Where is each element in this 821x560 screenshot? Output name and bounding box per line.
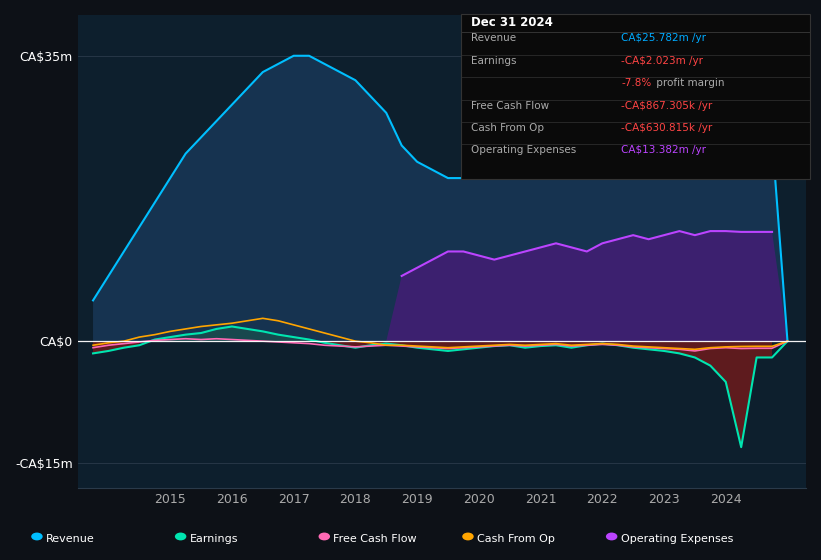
Text: Earnings: Earnings [471,56,516,66]
Text: Earnings: Earnings [190,534,238,544]
Text: -CA$867.305k /yr: -CA$867.305k /yr [621,101,713,111]
Text: Free Cash Flow: Free Cash Flow [471,101,549,111]
Text: profit margin: profit margin [653,78,724,88]
Text: Free Cash Flow: Free Cash Flow [333,534,417,544]
Text: CA$25.782m /yr: CA$25.782m /yr [621,34,707,44]
Text: Dec 31 2024: Dec 31 2024 [471,16,553,29]
Text: Revenue: Revenue [46,534,94,544]
Text: CA$13.382m /yr: CA$13.382m /yr [621,146,707,156]
Text: -CA$630.815k /yr: -CA$630.815k /yr [621,123,713,133]
Text: Revenue: Revenue [471,34,516,44]
Text: Cash From Op: Cash From Op [477,534,555,544]
Text: -CA$2.023m /yr: -CA$2.023m /yr [621,56,704,66]
Text: Cash From Op: Cash From Op [471,123,544,133]
Text: -7.8%: -7.8% [621,78,652,88]
Text: Operating Expenses: Operating Expenses [621,534,733,544]
Text: Operating Expenses: Operating Expenses [471,146,576,156]
